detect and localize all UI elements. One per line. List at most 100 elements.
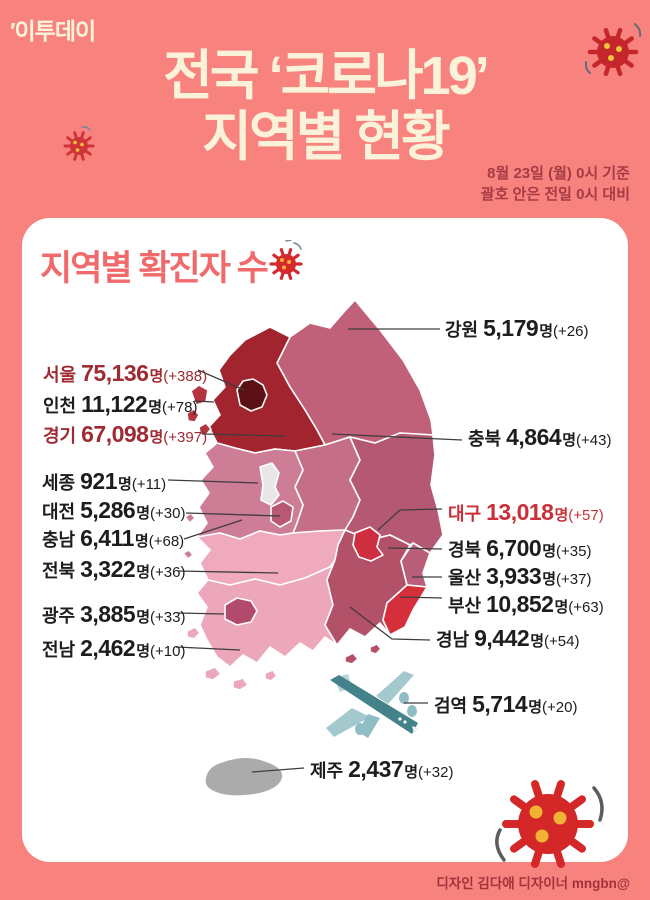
motion-marks xyxy=(285,240,302,250)
region-unit: 명 xyxy=(134,533,149,550)
label-quarantine: 검역 5,714 명 (+20) xyxy=(434,691,577,718)
label-gangwon: 강원 5,179 명 (+26) xyxy=(445,315,588,342)
region-name: 경북 xyxy=(448,540,482,560)
region-name: 대전 xyxy=(42,502,76,522)
label-jeonbuk: 전북 3,322 명 (+36) xyxy=(42,556,185,583)
region-name: 충북 xyxy=(468,429,502,449)
region-unit: 명 xyxy=(562,432,576,449)
region-value: 3,322 xyxy=(80,556,136,582)
page-title: 전국 ‘코로나19’ 지역별 현황 xyxy=(0,46,650,168)
korea-map xyxy=(182,299,444,691)
virus-dots xyxy=(529,805,567,843)
label-daegu: 대구 13,018 명 (+57) xyxy=(448,499,604,526)
map-region-daejeon xyxy=(270,500,294,528)
region-value: 6,700 xyxy=(486,535,542,561)
region-value: 2,462 xyxy=(80,635,136,661)
region-unit: 명 xyxy=(136,564,150,581)
region-delta: (+68) xyxy=(148,533,185,550)
label-ulsan: 울산 3,933 명 (+37) xyxy=(448,563,591,590)
airplane-shape xyxy=(326,671,419,738)
region-delta: (+35) xyxy=(556,543,592,560)
region-unit: 명 xyxy=(542,571,556,588)
region-unit: 명 xyxy=(148,399,163,416)
virus-dots xyxy=(280,258,291,270)
region-value: 67,098 xyxy=(81,421,149,447)
map-region-daegu xyxy=(352,526,384,562)
virus-spikes xyxy=(269,248,303,280)
region-name: 검역 xyxy=(434,696,468,716)
region-name: 서울 xyxy=(43,365,77,385)
airplane-icon xyxy=(326,671,419,738)
region-delta: (+11) xyxy=(131,476,167,493)
region-name: 광주 xyxy=(42,606,76,626)
region-value: 13,018 xyxy=(486,499,554,525)
title-line-2: 지역별 현황 xyxy=(202,107,450,168)
region-unit: 명 xyxy=(554,599,569,616)
region-delta: (+32) xyxy=(418,764,454,781)
region-name: 대구 xyxy=(448,504,482,524)
virus-body xyxy=(518,794,578,854)
region-delta: (+36) xyxy=(150,564,186,581)
region-value: 5,714 xyxy=(472,691,528,717)
region-name: 충남 xyxy=(42,530,76,550)
date-line-1: 8월 23일 (월) 0시 기준 xyxy=(487,165,630,182)
region-delta: (+26) xyxy=(553,323,589,340)
region-delta: (+10) xyxy=(150,643,186,660)
region-delta: (+37) xyxy=(556,571,592,588)
label-incheon: 인천 11,122 명 (+78) xyxy=(43,391,197,418)
brand-logo: ′이투데이 xyxy=(10,18,96,44)
region-delta: (+20) xyxy=(542,699,578,716)
region-name: 전남 xyxy=(42,640,76,660)
region-delta: (+78) xyxy=(162,399,198,416)
label-jeju: 제주 2,437 명 (+32) xyxy=(310,756,453,783)
region-delta: (+43) xyxy=(576,432,612,449)
map-islands-gyeongnam xyxy=(344,643,382,665)
label-seoul: 서울 75,136 명 (+388) xyxy=(43,360,207,387)
region-name: 전북 xyxy=(42,561,76,581)
region-value: 10,852 xyxy=(486,591,554,617)
region-value: 3,885 xyxy=(80,601,136,627)
region-value: 921 xyxy=(80,468,117,494)
region-unit: 명 xyxy=(136,609,150,626)
region-name: 경남 xyxy=(436,630,470,650)
virus-spikes xyxy=(502,780,594,868)
region-value: 9,442 xyxy=(474,625,530,651)
region-delta: (+57) xyxy=(568,507,604,524)
map-region-gwangju xyxy=(224,597,258,626)
region-name: 울산 xyxy=(448,568,482,588)
virus-dots xyxy=(73,140,84,152)
map-region-seoul xyxy=(236,378,268,412)
label-gwangju: 광주 3,885 명 (+33) xyxy=(42,601,185,628)
virus-body xyxy=(276,254,296,274)
region-delta: (+54) xyxy=(544,633,580,650)
date-line-2: 괄호 안은 전일 0시 대비 xyxy=(480,186,630,203)
region-unit: 명 xyxy=(136,505,150,522)
map-islands-jeonnam xyxy=(186,626,278,691)
motion-marks xyxy=(81,126,91,131)
region-unit: 명 xyxy=(404,764,418,781)
map-region-sejong xyxy=(259,462,280,506)
map-region-chungnam xyxy=(196,442,304,540)
motion-marks xyxy=(495,786,604,862)
region-name: 경기 xyxy=(43,426,77,446)
region-value: 6,411 xyxy=(80,525,134,551)
region-name: 제주 xyxy=(310,761,344,781)
motion-marks xyxy=(584,23,642,74)
title-line-1: 전국 ‘코로나19’ xyxy=(163,46,489,106)
region-value: 3,933 xyxy=(486,563,542,589)
virus-spikes xyxy=(587,27,639,77)
region-name: 인천 xyxy=(43,396,77,416)
label-busan: 부산 10,852 명 (+63) xyxy=(448,591,604,618)
label-daejeon: 대전 5,286 명 (+30) xyxy=(42,497,185,524)
region-value: 11,122 xyxy=(81,391,148,417)
credit: 디자인 김다애 디자이너 mngbn@ xyxy=(436,876,630,891)
region-name: 강원 xyxy=(445,320,479,340)
map-region-chungbuk xyxy=(292,436,361,534)
region-delta: (+30) xyxy=(150,505,186,522)
label-jeonnam: 전남 2,462 명 (+10) xyxy=(42,635,185,662)
label-chungbuk: 충북 4,864 명 (+43) xyxy=(468,424,611,451)
region-unit: 명 xyxy=(149,429,164,446)
region-value: 2,437 xyxy=(348,756,404,782)
region-value: 4,864 xyxy=(506,424,562,450)
